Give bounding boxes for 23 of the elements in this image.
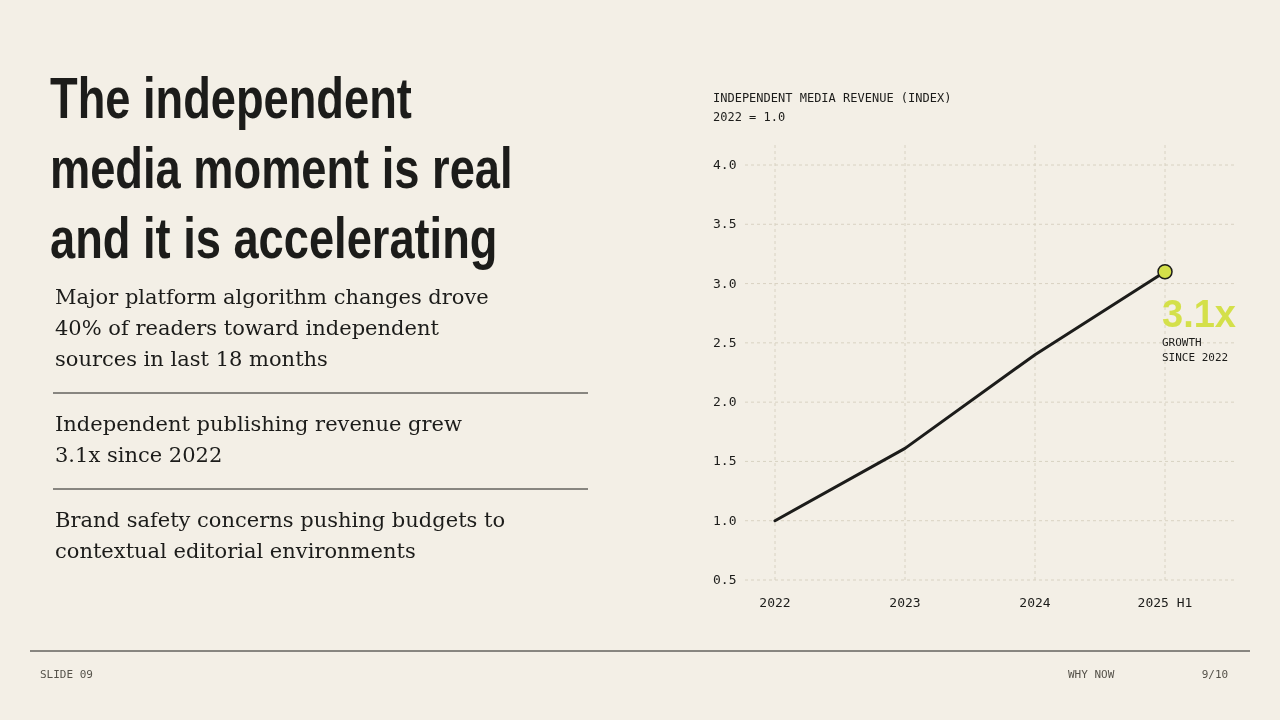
y-tick-label: 2.5 — [713, 334, 737, 350]
x-tick-label: 2022 — [759, 595, 791, 610]
text: SLIDE 09 — [40, 668, 93, 681]
annotation: 3.1x — [1162, 292, 1236, 335]
text: 9/10 — [1201, 668, 1229, 681]
text: Independent publishing revenue grew 3.1x since 2022 — [55, 412, 462, 467]
y-tick-label: 0.5 — [713, 572, 737, 587]
text: Major platform algorithm changes drove 40% of readers toward independent sources in last 18 months — [55, 285, 489, 371]
text: Brand safety concerns pushing budgets to contextual editorial environments — [55, 508, 506, 563]
annotation: GROWTH SINCE 2022 — [1162, 335, 1229, 364]
chart-subtitle: 2022 = 1.0 — [713, 110, 786, 124]
text: The independent media moment is real and it is accelerating — [50, 65, 513, 271]
y-tick-label: 3.5 — [713, 216, 737, 232]
text: WHY NOW — [1068, 668, 1115, 681]
x-tick-label: 2025 H1 — [1137, 595, 1193, 610]
y-tick-label: 1.5 — [713, 453, 737, 469]
x-tick-label: 2024 — [1019, 595, 1051, 610]
y-tick-label: 1.0 — [713, 512, 737, 528]
x-tick-label: 2023 — [889, 595, 921, 610]
y-tick-label: 2.0 — [713, 394, 737, 410]
y-tick-label: 4.0 — [713, 157, 737, 172]
chart-title: INDEPENDENT MEDIA REVENUE (INDEX) — [713, 91, 952, 105]
y-tick-label: 3.0 — [713, 275, 737, 291]
